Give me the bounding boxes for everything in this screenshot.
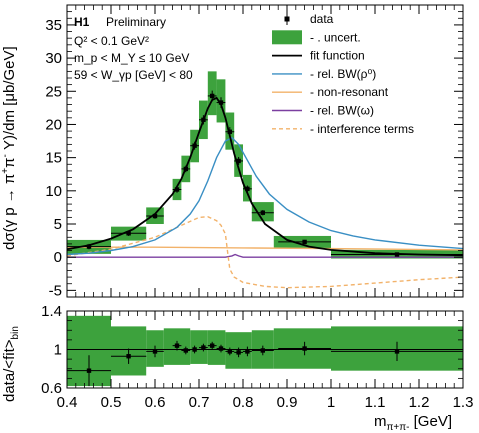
ratio-point-5 bbox=[190, 345, 199, 354]
data-point-0 bbox=[67, 243, 111, 250]
preliminary-label: Preliminary bbox=[106, 15, 166, 29]
data-point-13 bbox=[278, 239, 331, 245]
ratio-point-1 bbox=[111, 348, 147, 364]
xtick-label-0.9: 0.9 bbox=[277, 394, 298, 411]
data-point-14 bbox=[331, 252, 463, 257]
legend-entry-1: - . uncert. bbox=[272, 30, 361, 45]
data-point-6 bbox=[199, 115, 208, 125]
h1-logo: H1 bbox=[74, 15, 90, 29]
ratio-ytick-label: 1.4 bbox=[41, 303, 62, 320]
legend-entry-4: - non-resonant bbox=[272, 85, 389, 99]
cut-my: m_p < M_Y ≤ 10 GeV bbox=[74, 51, 189, 65]
legend-label-3: - rel. BW(ρ⁰) bbox=[310, 67, 376, 81]
legend-label-2: fit function bbox=[310, 49, 365, 63]
ytick-label-10: 10 bbox=[45, 183, 62, 200]
legend-entry-0: data bbox=[284, 12, 334, 26]
data-point-2 bbox=[146, 213, 164, 219]
xtick-label-0.6: 0.6 bbox=[145, 394, 166, 411]
data-point-4 bbox=[181, 165, 191, 173]
data-point-9 bbox=[225, 127, 235, 137]
ratio-point-6 bbox=[199, 343, 208, 352]
uncertainty-bands bbox=[67, 71, 463, 259]
ratio-point-11 bbox=[243, 346, 252, 357]
cut-w: 59 < W_γp [GeV] < 80 bbox=[74, 68, 193, 82]
ytick-label-35: 35 bbox=[45, 17, 62, 34]
y-axis-title-ratio: data/<fit>bin bbox=[1, 326, 21, 402]
legend: data - . uncert. fit function - rel. BW(ρ⁰)… bbox=[272, 12, 414, 136]
ratio-point-7 bbox=[207, 341, 217, 350]
ytick-label-20: 20 bbox=[45, 116, 62, 133]
legend-entry-5: - rel. BW(ω) bbox=[272, 104, 374, 118]
ratio-x-axis: 0.4 0.5 0.6 0.7 0.8 0.9 1 1.1 1.2 1.3 bbox=[57, 311, 474, 411]
ratio-point-10 bbox=[234, 347, 243, 358]
ytick-label--5: -5 bbox=[49, 282, 62, 299]
legend-label-6: - interference terms bbox=[310, 122, 414, 136]
ratio-point-2 bbox=[146, 345, 164, 358]
data-point-3 bbox=[172, 186, 182, 193]
data-point-12 bbox=[251, 210, 274, 216]
xtick-label-0.4: 0.4 bbox=[57, 394, 78, 411]
legend-label-0: data bbox=[310, 12, 334, 26]
ratio-point-12 bbox=[251, 345, 274, 356]
data-point-1 bbox=[111, 230, 147, 236]
xtick-label-1.1: 1.1 bbox=[365, 394, 386, 411]
legend-label-1: - . uncert. bbox=[310, 30, 361, 44]
data-point-5 bbox=[190, 141, 199, 150]
rel-bw-rho-curve bbox=[66, 136, 464, 256]
ratio-point-9 bbox=[225, 347, 235, 356]
data-point-8 bbox=[216, 97, 226, 108]
ratio-y-axis: 0.6 1 1.4 bbox=[41, 303, 463, 397]
xtick-label-1: 1 bbox=[327, 394, 335, 411]
ratio-point-4 bbox=[181, 346, 191, 355]
data-point-10 bbox=[234, 156, 243, 165]
ratio-points bbox=[67, 340, 463, 387]
ytick-label-5: 5 bbox=[54, 216, 62, 233]
cut-q2: Q² < 0.1 GeV² bbox=[74, 34, 149, 48]
ratio-point-3 bbox=[172, 340, 182, 351]
legend-entry-2: fit function bbox=[272, 49, 365, 63]
ratio-ytick-label: 0.6 bbox=[41, 380, 62, 397]
data-points bbox=[67, 90, 463, 257]
ytick-label-30: 30 bbox=[45, 50, 62, 67]
main-y-axis: -5 0 5 10 15 20 25 30 35 bbox=[45, 11, 463, 299]
ytick-label-25: 25 bbox=[45, 83, 62, 100]
xtick-label-0.7: 0.7 bbox=[189, 394, 210, 411]
legend-label-4: - non-resonant bbox=[310, 85, 389, 99]
data-point-11 bbox=[243, 185, 252, 193]
rel-bw-omega-curve bbox=[67, 253, 463, 258]
legend-label-5: - rel. BW(ω) bbox=[310, 104, 374, 118]
xtick-label-0.5: 0.5 bbox=[101, 394, 122, 411]
ratio-point-14 bbox=[331, 341, 463, 362]
ratio-band-5 bbox=[207, 330, 226, 365]
main-x-ticks bbox=[66, 5, 464, 297]
ratio-point-13 bbox=[278, 341, 331, 356]
legend-entry-6: - interference terms bbox=[272, 122, 414, 136]
ratio-point-8 bbox=[216, 344, 226, 353]
x-axis-title: mπ+π- [GeV] bbox=[374, 413, 452, 433]
ytick-label-0: 0 bbox=[54, 249, 62, 266]
ratio-point-0 bbox=[67, 355, 111, 387]
xtick-label-1.3: 1.3 bbox=[453, 394, 474, 411]
ytick-label-15: 15 bbox=[45, 150, 62, 167]
y-axis-title-main: dσ(γ p → π+π- Y)/dm [μb/GeV] bbox=[0, 46, 18, 250]
ratio-ytick-label: 1 bbox=[54, 342, 62, 359]
xtick-label-0.8: 0.8 bbox=[233, 394, 254, 411]
xtick-label-1.2: 1.2 bbox=[409, 394, 430, 411]
data-point-7 bbox=[207, 90, 217, 102]
legend-entry-3: - rel. BW(ρ⁰) bbox=[272, 67, 376, 81]
